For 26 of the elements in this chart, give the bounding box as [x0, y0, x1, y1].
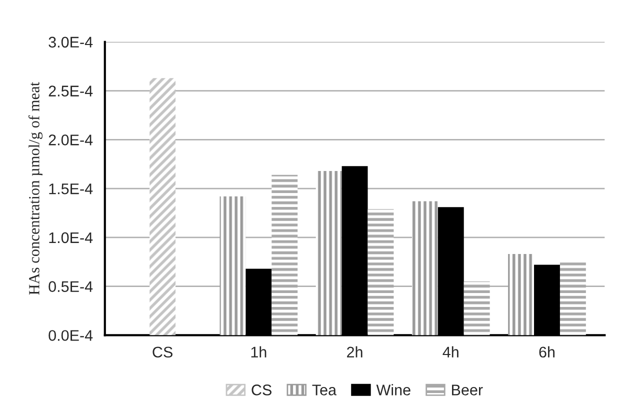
bar	[560, 260, 586, 336]
y-tick-label: 3.0E-4	[48, 36, 93, 48]
y-axis-title: HAs concentration µmol/g of meat	[28, 82, 43, 295]
legend-label: CS	[252, 384, 272, 396]
x-tick-label: 1h	[251, 346, 266, 358]
x-tick-label: 2h	[347, 346, 362, 358]
y-tick-label: 2.0E-4	[48, 134, 93, 146]
bar	[464, 281, 490, 336]
bar	[412, 201, 438, 336]
x-tick-label: CS	[152, 346, 172, 358]
y-tick-label: 1.0E-4	[49, 232, 93, 244]
x-tick-label: 6h	[539, 346, 554, 358]
bar	[368, 209, 394, 336]
x-tick-label: 4h	[442, 346, 458, 358]
legend-label: Wine	[376, 384, 410, 396]
y-tick-label: 0.0E-4	[48, 330, 93, 341]
y-tick-label: 2.5E-4	[48, 86, 93, 96]
y-tick-label: 1.5E-4	[49, 184, 93, 194]
legend-label: Beer	[452, 384, 483, 396]
y-tick-label: 0.5E-4	[48, 281, 93, 292]
bar	[316, 170, 342, 336]
bar	[150, 78, 176, 336]
bar	[220, 196, 246, 336]
legend-label: Tea	[312, 384, 337, 396]
bar	[508, 254, 534, 336]
bar	[272, 174, 298, 336]
